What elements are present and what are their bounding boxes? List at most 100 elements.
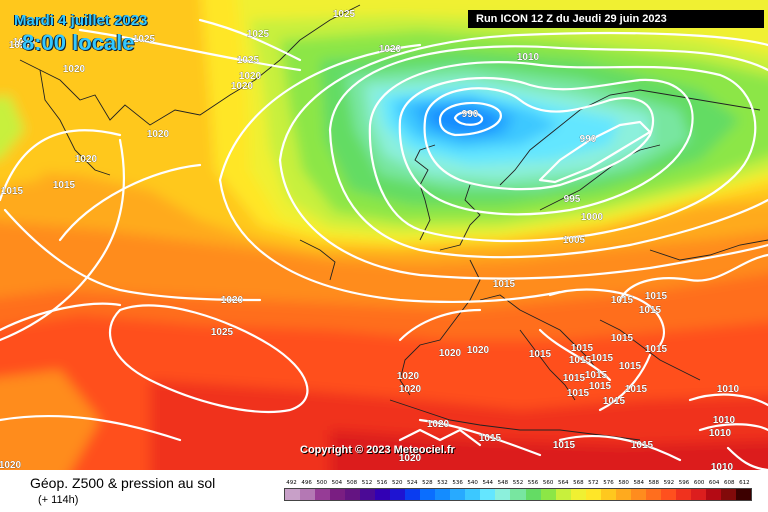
isobar-label: 1015 (591, 353, 614, 364)
isobar-label: 1020 (239, 71, 262, 82)
scale-label: 564 (557, 480, 569, 486)
scale-label: 540 (467, 480, 478, 486)
isobar-label: 1015 (611, 295, 634, 306)
scale-swatch (390, 489, 406, 500)
scale-swatch (540, 489, 556, 500)
isobar-label: 1015 (567, 388, 590, 399)
isobar-label: 1015 (13, 37, 36, 48)
isobar-label: 1015 (553, 440, 576, 451)
scale-label: 516 (376, 480, 388, 486)
parameter-label: Géop. Z500 & pression au sol (30, 475, 216, 491)
scale-label: 572 (588, 480, 599, 486)
isobar-label: 1020 (221, 295, 244, 306)
scale-swatch (600, 489, 616, 500)
isobars (0, 18, 768, 470)
scale-label: 536 (452, 480, 463, 486)
scale-swatch (495, 489, 511, 500)
scale-swatch (510, 489, 526, 500)
scale-label: 600 (693, 480, 705, 486)
scale-label: 568 (573, 480, 584, 486)
isobar-label: 1010 (709, 428, 732, 439)
isobar-label: 1015 (589, 381, 612, 392)
scale-swatch (555, 489, 571, 500)
isobar-label: 1015 (619, 361, 642, 372)
isobar-label: 1020 (379, 44, 402, 55)
scale-label: 608 (724, 480, 735, 486)
isobar-label: 1015 (571, 343, 594, 354)
scale-swatch (630, 489, 646, 500)
isobar-label: 1025 (211, 327, 234, 338)
scale-label: 528 (422, 480, 433, 486)
scale-label: 588 (648, 480, 660, 486)
scale-label: 560 (542, 480, 554, 486)
isobar-label: 1020 (427, 419, 450, 430)
scale-swatch (720, 489, 736, 500)
scale-label: 500 (316, 480, 327, 486)
isobar-label: 1020 (75, 154, 98, 165)
isobar-label: 1015 (611, 333, 634, 344)
isobar-label: 1015 (53, 180, 76, 191)
weather-map: 1025 1025 1025 1025 1020 1020 1020 1020 1020 1020… (0, 0, 768, 470)
scale-swatch (465, 489, 481, 500)
scale-swatch (585, 489, 601, 500)
scale-swatch (675, 489, 691, 500)
forecast-time: 8:00 locale (22, 30, 135, 55)
isobar-label: 1010 (517, 52, 540, 63)
scale-label: 556 (527, 480, 539, 486)
lead-time: (+ 114h) (38, 494, 79, 506)
scale-swatch (645, 489, 661, 500)
isobar-label: 1025 (237, 55, 260, 66)
isobar-label: 1005 (563, 235, 586, 246)
scale-swatch (345, 489, 361, 500)
legend-footer: Géop. Z500 & pression au sol (+ 114h) 49… (0, 470, 768, 512)
scale-swatch (450, 489, 466, 500)
isobar-label: 990 (580, 134, 597, 145)
color-scale-labels: 492 496 500 504 508 512 516 520 524 528 532 536 540 5… (284, 480, 752, 486)
isobar-label: 1020 (399, 384, 422, 395)
scale-label: 496 (301, 480, 312, 486)
isobar-label: 1025 (133, 34, 156, 45)
isobar-label: 1015 (645, 344, 668, 355)
isobar-label: 1020 (439, 348, 462, 359)
scale-swatch (285, 489, 301, 500)
isobar-label: 1020 (467, 345, 490, 356)
scale-swatch (360, 489, 376, 500)
scale-swatch (300, 489, 316, 500)
scale-swatch (660, 489, 676, 500)
isobar-label: 1015 (563, 373, 586, 384)
scale-swatch (570, 489, 586, 500)
isobar-label: 1010 (713, 415, 736, 426)
scale-label: 612 (739, 480, 750, 486)
scale-label: 524 (407, 480, 418, 486)
scale-swatch (480, 489, 496, 500)
isobar-label: 1000 (581, 212, 604, 223)
scale-swatch (420, 489, 436, 500)
isobar-label: 1015 (631, 440, 654, 451)
isobar-label: 1025 (247, 29, 270, 40)
scale-label: 508 (346, 480, 358, 486)
scale-label: 492 (286, 480, 297, 486)
scale-label: 552 (512, 480, 524, 486)
scale-label: 544 (482, 480, 494, 486)
scale-swatch (735, 489, 751, 500)
scale-label: 548 (497, 480, 509, 486)
scale-label: 532 (437, 480, 448, 486)
coastlines (19, 4, 768, 441)
isobar-label: 1020 (397, 371, 420, 382)
forecast-date: Mardi 4 juillet 2023 (14, 12, 148, 29)
color-scale-bar (284, 488, 752, 501)
scale-swatch (690, 489, 706, 500)
scale-swatch (705, 489, 721, 500)
scale-label: 504 (331, 480, 343, 486)
isobar-label: 1020 (9, 40, 32, 51)
isobar-label: 1015 (493, 279, 516, 290)
copyright-text: Copyright © 2023 Meteociel.fr (300, 444, 455, 456)
scale-swatch (330, 489, 346, 500)
isobar-labels: 1025 1025 1025 1025 1020 1020 1020 1020 1020 1020… (0, 9, 740, 470)
isobar-label: 1020 (399, 453, 422, 464)
scale-swatch (525, 489, 541, 500)
run-info: Run ICON 12 Z du Jeudi 29 juin 2023 (468, 10, 764, 28)
scale-label: 520 (391, 480, 403, 486)
scale-label: 596 (678, 480, 690, 486)
scale-swatch (405, 489, 421, 500)
